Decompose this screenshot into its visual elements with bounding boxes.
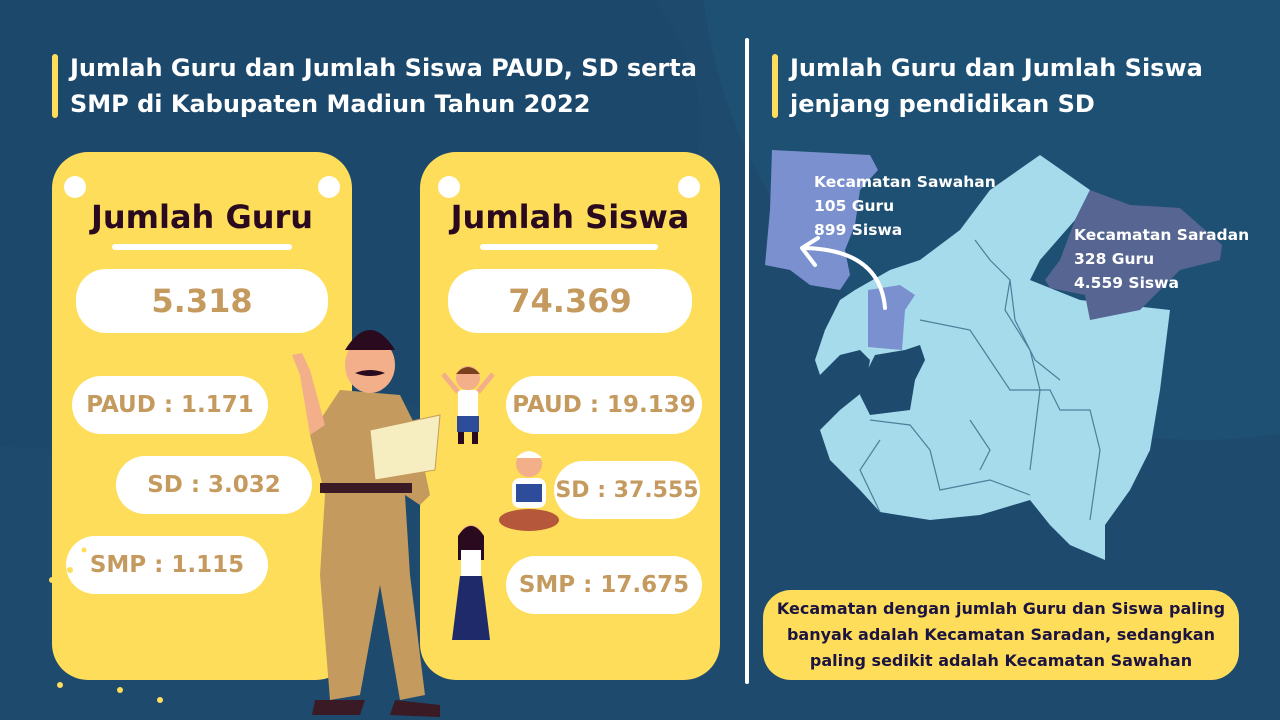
summary-text: Kecamatan dengan jumlah Guru dan Siswa p…: [776, 599, 1226, 670]
card-hole: [438, 176, 460, 198]
dots-decoration: [49, 492, 213, 703]
student-reading-illustration: [499, 451, 559, 531]
guru-heading: Jumlah Guru: [90, 198, 314, 236]
summary-box: Kecamatan dengan jumlah Guru dan Siswa p…: [763, 590, 1239, 680]
saradan-siswa: 4.559 Siswa: [1074, 274, 1179, 292]
heading-underline: [112, 244, 292, 250]
student-boy-illustration: [441, 366, 495, 444]
left-title: Jumlah Guru dan Jumlah Siswa PAUD, SD se…: [52, 50, 712, 122]
card-hole: [318, 176, 340, 198]
map-region-sawahan-west: [765, 150, 878, 290]
map-hole: [860, 345, 925, 415]
siswa-smp: SMP : 17.675: [506, 556, 702, 614]
divider: [745, 38, 749, 684]
guru-card: Jumlah Guru 5.318 PAUD : 1.171 SD : 3.03…: [52, 152, 352, 680]
siswa-total: 74.369: [448, 269, 692, 333]
sawahan-label: Kecamatan Sawahan 105 Guru 899 Siswa: [814, 170, 996, 242]
madiun-map: [765, 150, 1222, 560]
teacher-illustration: [292, 330, 441, 717]
siswa-heading: Jumlah Siswa: [450, 198, 690, 236]
sawahan-siswa: 899 Siswa: [814, 221, 903, 239]
siswa-sd: SD : 37.555: [554, 461, 700, 519]
map-region-main: [815, 155, 1170, 560]
saradan-label: Kecamatan Saradan 328 Guru 4.559 Siswa: [1074, 223, 1249, 295]
right-title: Jumlah Guru dan Jumlah Siswa jenjang pen…: [772, 50, 1222, 122]
guru-total: 5.318: [76, 269, 328, 333]
sawahan-guru: 105 Guru: [814, 197, 895, 215]
guru-paud: PAUD : 1.171: [72, 376, 268, 434]
heading-underline: [480, 244, 658, 250]
siswa-paud: PAUD : 19.139: [506, 376, 702, 434]
map-region-saradan: [1045, 190, 1222, 320]
saradan-guru: 328 Guru: [1074, 250, 1155, 268]
guru-smp: SMP : 1.115: [66, 536, 268, 594]
sawahan-name: Kecamatan Sawahan: [814, 173, 996, 191]
card-hole: [64, 176, 86, 198]
map-region-sawahan-east: [868, 285, 915, 350]
saradan-name: Kecamatan Saradan: [1074, 226, 1250, 244]
card-hole: [678, 176, 700, 198]
student-girl-illustration: [452, 525, 490, 640]
arrow-icon: [803, 246, 887, 310]
guru-sd: SD : 3.032: [116, 456, 312, 514]
